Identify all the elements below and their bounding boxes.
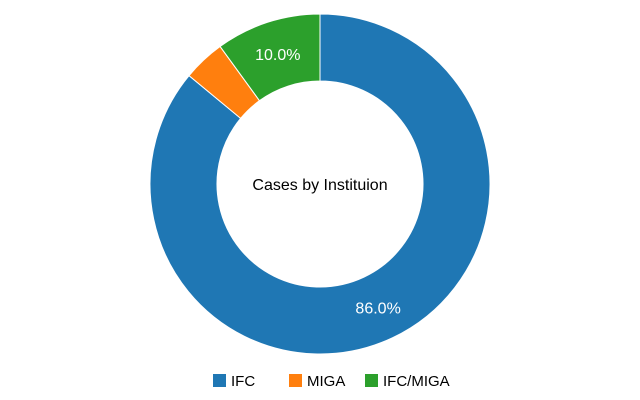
legend-label: IFC/MIGA: [383, 373, 450, 390]
legend-item-ifc-miga[interactable]: IFC/MIGA: [365, 373, 450, 390]
legend-item-ifc[interactable]: IFC: [213, 373, 255, 390]
legend-label: IFC: [231, 373, 255, 390]
legend-swatch: [289, 374, 302, 387]
legend-item-miga[interactable]: MIGA: [289, 373, 345, 390]
slice-ifc-miga[interactable]: [219, 13, 321, 102]
slice-ifc[interactable]: [149, 13, 491, 355]
slice-labels: 86.0% 10.0%: [255, 47, 401, 317]
legend-label: MIGA: [307, 373, 345, 390]
legend-swatch: [213, 374, 226, 387]
donut-slices: [149, 13, 491, 355]
chart-title: Cases by Instituion: [252, 177, 387, 194]
data-label-ifc-miga: 10.0%: [255, 47, 300, 64]
legend-swatch: [365, 374, 378, 387]
data-label-ifc: 86.0%: [355, 301, 400, 318]
legend: IFC MIGA IFC/MIGA: [213, 373, 450, 390]
